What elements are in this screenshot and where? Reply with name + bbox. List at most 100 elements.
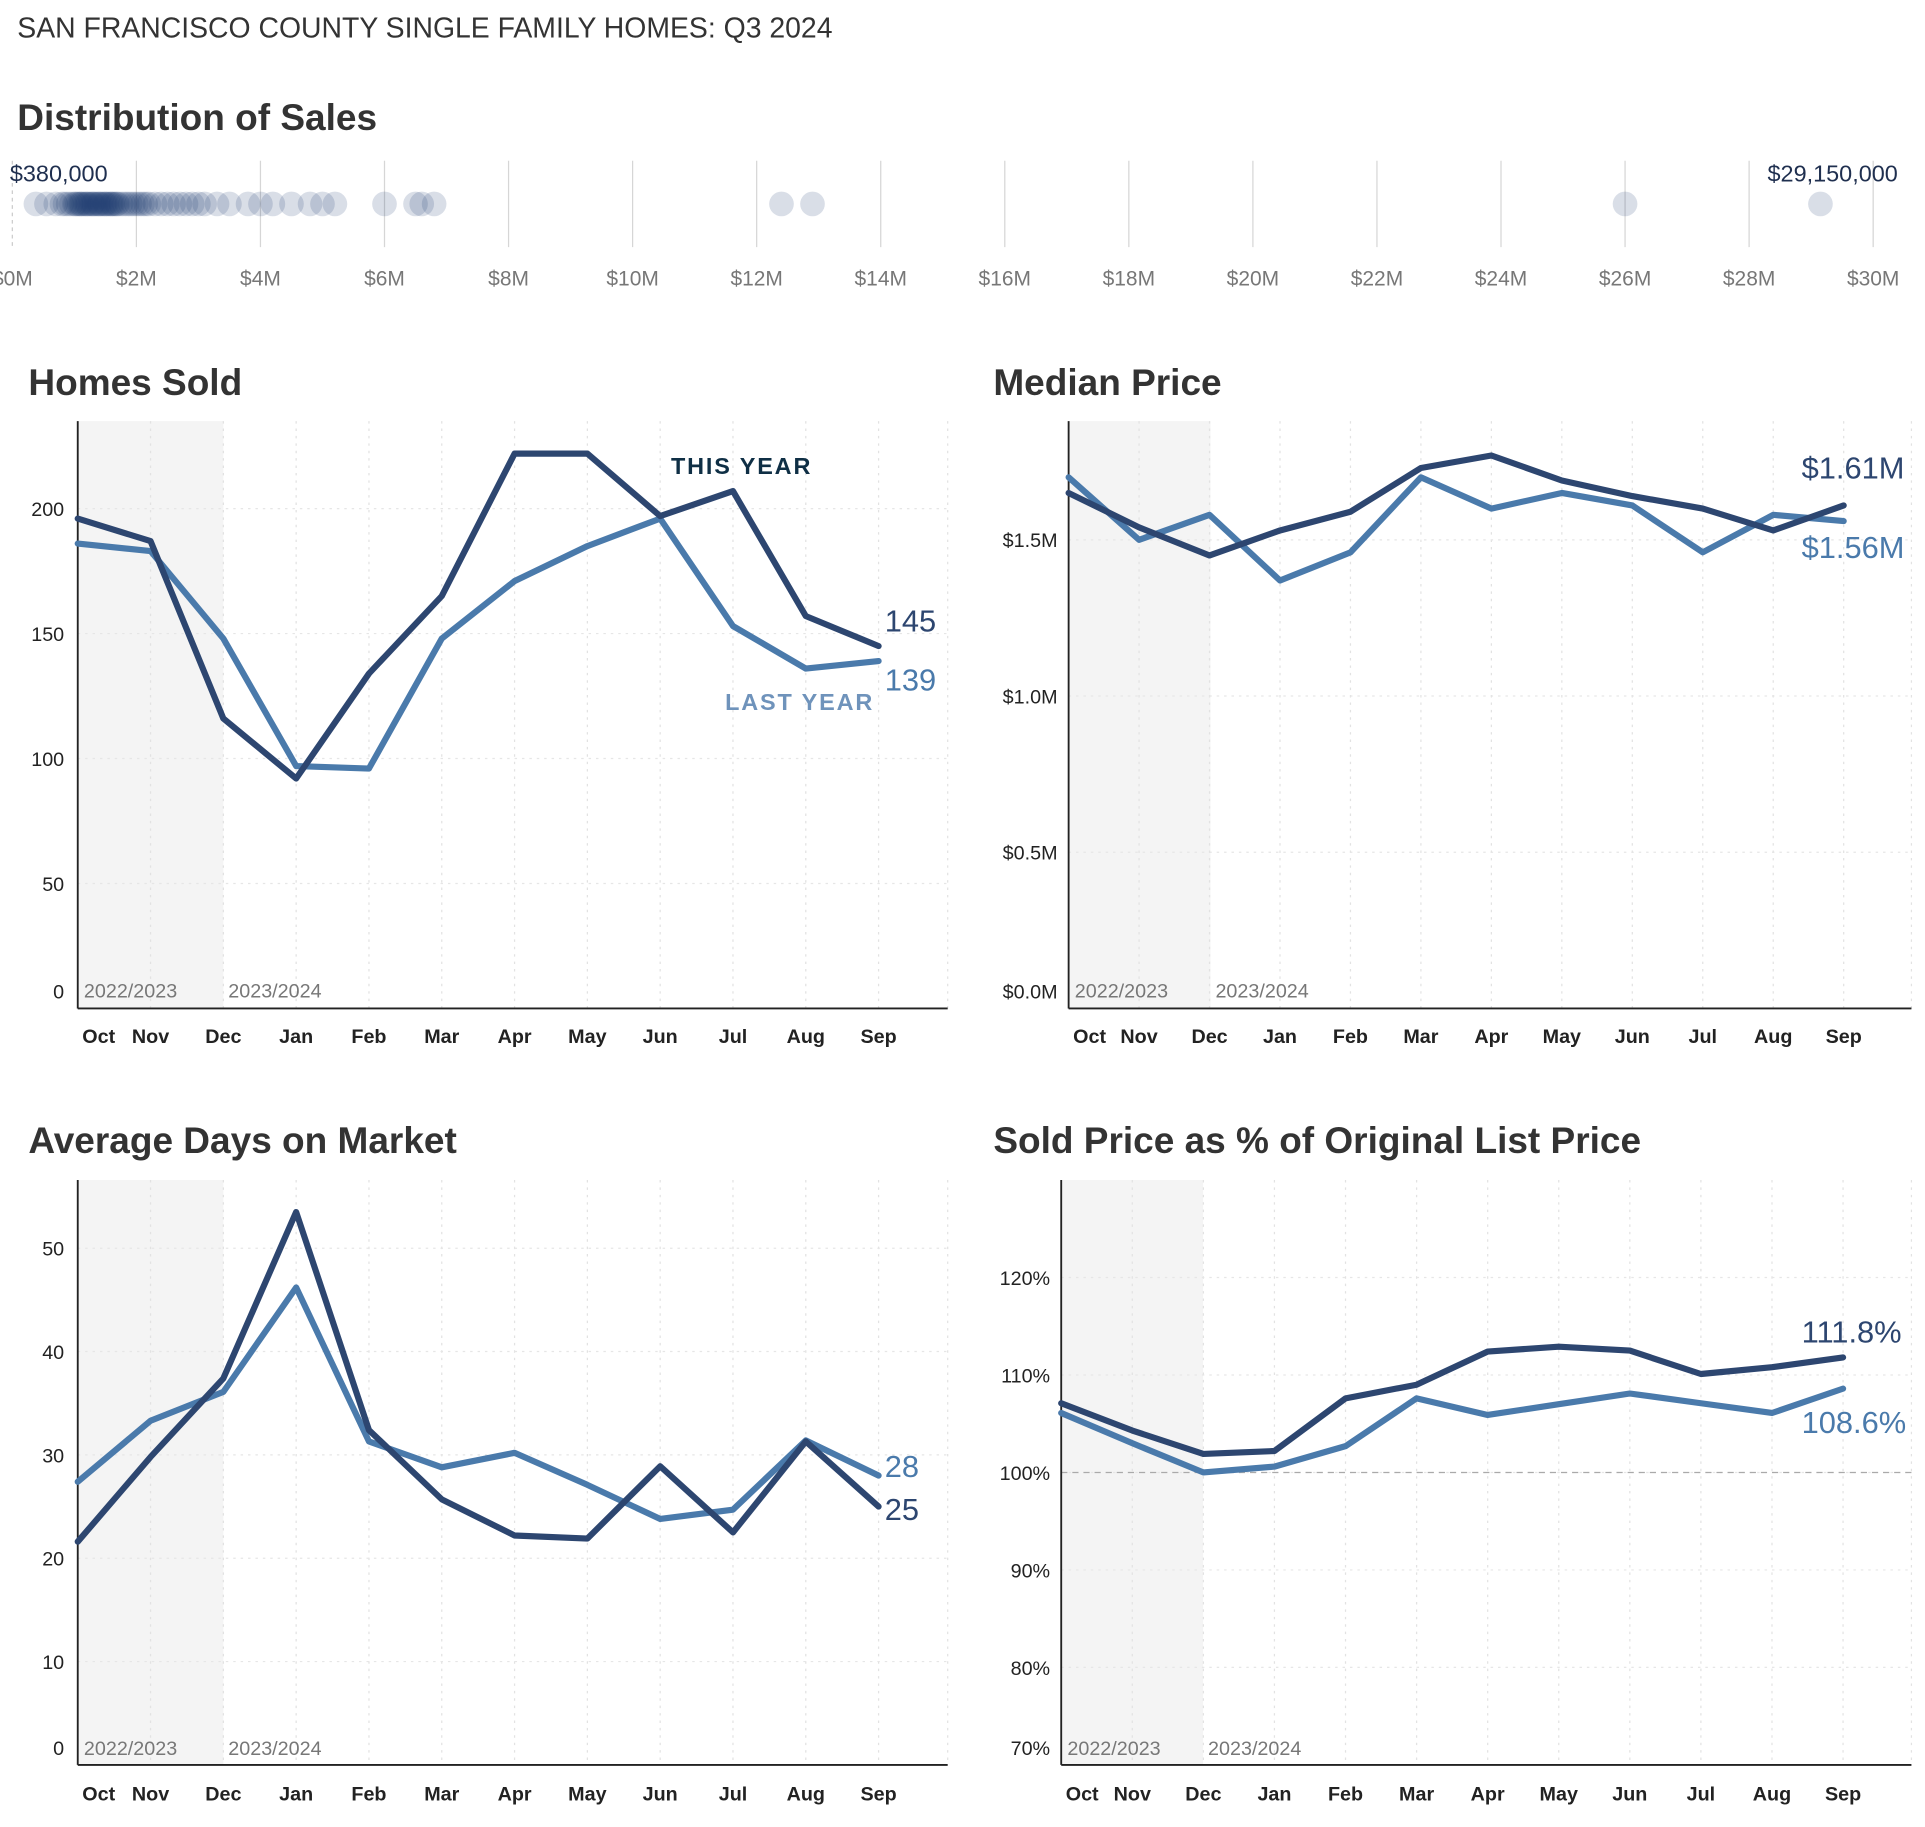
sale-dot bbox=[217, 191, 242, 217]
sale-dot bbox=[85, 191, 111, 217]
sale-dot bbox=[62, 191, 87, 217]
sale-dot bbox=[173, 191, 199, 217]
sale-dot bbox=[83, 191, 109, 217]
y-tick-label: 100% bbox=[1000, 1463, 1050, 1485]
x-tick-label: Nov bbox=[1114, 1784, 1151, 1806]
x-tick-label: Jun bbox=[643, 1784, 678, 1806]
y-tick-label: $1.0M bbox=[1003, 686, 1058, 708]
x-tick-label: Oct bbox=[82, 1784, 115, 1806]
min-sale-label: $380,000 bbox=[10, 161, 108, 187]
y-tick-label: 20 bbox=[42, 1549, 64, 1571]
y-tick-label: 100 bbox=[31, 749, 64, 771]
x-tick-label: Aug bbox=[787, 1026, 825, 1048]
sale-dot bbox=[179, 191, 205, 217]
this-year-line bbox=[74, 450, 882, 782]
this-year-line bbox=[1058, 1343, 1847, 1458]
distribution-tick-label: $0M bbox=[0, 267, 33, 290]
sale-dot bbox=[167, 191, 193, 217]
x-tick-label: Jun bbox=[643, 1026, 678, 1048]
x-tick-label: Nov bbox=[132, 1784, 169, 1806]
x-tick-label: Dec bbox=[1185, 1784, 1221, 1806]
y-tick-label: 70% bbox=[1011, 1738, 1051, 1760]
distribution-tick-label: $20M bbox=[1227, 267, 1279, 290]
y-tick-label: 110% bbox=[1001, 1365, 1050, 1387]
sale-dot bbox=[86, 191, 112, 217]
sale-dot bbox=[186, 191, 211, 217]
y-tick-label: $1.5M bbox=[1003, 530, 1058, 552]
y-tick-label: 90% bbox=[1011, 1560, 1051, 1582]
x-tick-label: Oct bbox=[1073, 1026, 1106, 1048]
distribution-tick-label: $10M bbox=[606, 267, 658, 290]
last-year-line bbox=[74, 515, 882, 772]
this-year-line bbox=[74, 1208, 882, 1545]
x-tick-label: May bbox=[568, 1026, 606, 1048]
sale-dot bbox=[769, 191, 794, 217]
prior-period-shade bbox=[77, 421, 224, 1009]
sale-dot bbox=[96, 191, 121, 217]
x-tick-label: Apr bbox=[1471, 1784, 1505, 1806]
x-tick-label: Aug bbox=[1754, 1026, 1792, 1048]
x-tick-label: Sep bbox=[1826, 1026, 1862, 1048]
sale-dot bbox=[130, 191, 155, 217]
x-tick-label: Jun bbox=[1615, 1026, 1650, 1048]
distribution-tick-label: $14M bbox=[855, 267, 907, 290]
sale-dot bbox=[100, 191, 126, 217]
sale-dot bbox=[322, 191, 348, 217]
sale-dot bbox=[69, 191, 95, 217]
distribution-tick-label: $22M bbox=[1351, 267, 1403, 290]
x-tick-label: May bbox=[1540, 1784, 1578, 1806]
sale-dot bbox=[117, 191, 143, 217]
sale-dot bbox=[148, 191, 174, 217]
y-tick-label: 200 bbox=[31, 499, 64, 521]
sale-dot bbox=[114, 191, 140, 217]
distribution-title: Distribution of Sales bbox=[17, 96, 377, 138]
sale-dot bbox=[409, 191, 435, 217]
x-tick-label: Dec bbox=[205, 1026, 241, 1048]
sale-dot bbox=[99, 191, 124, 217]
y-tick-label: 50 bbox=[42, 874, 64, 896]
x-tick-label: Mar bbox=[424, 1784, 459, 1806]
y-tick-label: 150 bbox=[31, 624, 64, 646]
x-tick-label: Mar bbox=[424, 1026, 459, 1048]
distribution-tick-label: $6M bbox=[364, 267, 405, 290]
x-tick-label: Jul bbox=[719, 1026, 748, 1048]
sale-dot bbox=[1612, 191, 1638, 217]
sale-dot bbox=[49, 191, 75, 217]
distribution-tick-label: $2M bbox=[116, 267, 157, 290]
distribution-tick-label: $4M bbox=[240, 267, 281, 290]
x-tick-label: Jan bbox=[279, 1026, 313, 1048]
sale-dot bbox=[55, 191, 81, 217]
sale-dot bbox=[98, 191, 123, 217]
sale-dot bbox=[81, 191, 107, 217]
y-tick-label: $0.0M bbox=[1003, 982, 1058, 1004]
sale-dot bbox=[297, 191, 323, 217]
x-tick-label: May bbox=[1543, 1026, 1581, 1048]
sale-dot bbox=[124, 191, 149, 217]
y-tick-label: 30 bbox=[42, 1445, 64, 1467]
sale-dot bbox=[65, 191, 90, 217]
distribution-strip: $0M $2M $4M $6M $8M $10M $12M $14M $16M $18M $20M $… bbox=[0, 161, 1899, 291]
chart-title: Median Price bbox=[993, 361, 1221, 403]
chart-title: Homes Sold bbox=[28, 361, 242, 403]
period-label: 2023/2024 bbox=[1208, 1738, 1301, 1760]
this-year-end-label: 145 bbox=[885, 603, 936, 638]
sale-dot bbox=[91, 191, 117, 217]
x-tick-label: Feb bbox=[351, 1784, 386, 1806]
y-tick-label: 0 bbox=[53, 982, 64, 1004]
x-tick-label: Apr bbox=[1474, 1026, 1508, 1048]
x-tick-label: Nov bbox=[132, 1026, 169, 1048]
x-tick-label: Apr bbox=[498, 1026, 532, 1048]
distribution-tick-label: $18M bbox=[1103, 267, 1155, 290]
x-tick-label: Sep bbox=[1825, 1784, 1861, 1806]
period-label: 2022/2023 bbox=[1067, 1738, 1160, 1760]
charts: Homes Sold Oct Nov Dec Jan Feb Mar Apr May Jun Jul… bbox=[28, 361, 1913, 1806]
this-year-line bbox=[1065, 452, 1847, 559]
distribution-tick-label: $26M bbox=[1599, 267, 1651, 290]
chart-median-price: Median Price Oct Nov Dec Jan Feb Mar Apr May Jun J… bbox=[993, 361, 1913, 1048]
chart-average-days-on-market: Average Days on Market Oct Nov Dec Jan Feb Mar… bbox=[28, 1119, 949, 1806]
sale-dot bbox=[310, 191, 335, 217]
this-year-end-label: 111.8% bbox=[1802, 1315, 1902, 1350]
sale-dot bbox=[133, 191, 159, 217]
sale-dot bbox=[102, 191, 128, 217]
